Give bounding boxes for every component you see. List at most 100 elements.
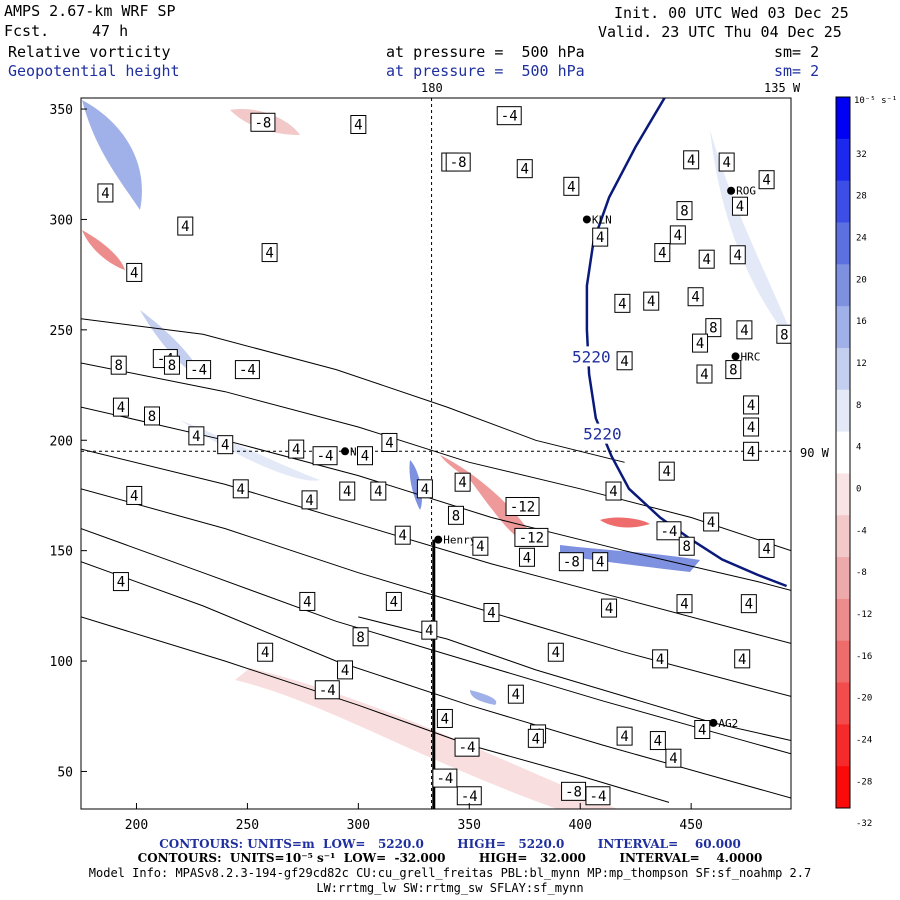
vorticity-label-box <box>729 245 746 265</box>
vorticity-label: 4 <box>130 265 138 281</box>
vorticity-label-box <box>649 731 666 751</box>
vorticity-label: 4 <box>237 482 245 498</box>
vorticity-contour-line <box>81 488 791 697</box>
colorbar-tick-label: -8 <box>856 568 867 578</box>
vorticity-label: 8 <box>709 321 717 337</box>
vorticity-label-box <box>656 521 682 541</box>
colorbar-tick-label: -28 <box>856 777 872 787</box>
vorticity-label: 4 <box>740 323 748 339</box>
vorticity-label: 4 <box>745 597 753 613</box>
field-vorticity: Relative vorticity <box>8 43 171 61</box>
vorticity-label-box <box>217 435 234 455</box>
lon-label-90w: 90 W <box>800 446 829 460</box>
vorticity-label: 4 <box>512 687 520 703</box>
vorticity-label-box <box>301 490 318 510</box>
vorticity-label-box <box>507 684 524 704</box>
vorticity-label: 4 <box>265 246 273 262</box>
y-tick-label: 350 <box>50 103 73 118</box>
y-tick-label: 300 <box>50 213 73 228</box>
colorbar-segment <box>836 557 850 600</box>
vorticity-label-box <box>592 552 609 572</box>
model-title: AMPS 2.67-km WRF SP <box>4 2 176 20</box>
vorticity-label-box <box>394 525 411 545</box>
colorbar-segment <box>836 431 850 474</box>
vorticity-label-box <box>385 591 402 611</box>
pressure-vorticity: at pressure = 500 hPa <box>386 43 585 61</box>
station-marker <box>727 186 736 195</box>
vorticity-label-box <box>558 552 584 572</box>
height-label-bg <box>580 423 625 444</box>
vorticity-label-box <box>705 318 722 338</box>
vorticity-label: 4 <box>292 442 300 458</box>
station-label: AG2 <box>718 717 738 730</box>
vorticity-label-box <box>261 243 278 263</box>
colorbar-segment <box>836 97 850 140</box>
vorticity-label-box <box>232 479 249 499</box>
y-tick-label: 250 <box>50 324 73 339</box>
x-tick-label: 450 <box>679 818 702 833</box>
vorticity-label-box <box>731 196 748 216</box>
station-label: Henry <box>443 534 476 547</box>
vorticity-label: 4 <box>532 731 540 747</box>
vorticity-label-box <box>669 225 686 245</box>
vorticity-label-box <box>698 249 715 269</box>
vorticity-label-box <box>381 432 398 452</box>
fcst-value: 47 h <box>92 22 129 40</box>
vorticity-label-box <box>736 320 753 340</box>
vorticity-label: 4 <box>385 435 393 451</box>
colorbar-segment <box>836 766 850 809</box>
vorticity-label: 4 <box>747 398 755 414</box>
vorticity-label: -4 <box>319 683 336 699</box>
vorticity-label-box <box>483 602 500 622</box>
vorticity-label: 4 <box>421 482 429 498</box>
colorbar-tick-label: -16 <box>856 652 872 662</box>
y-tick-label: 100 <box>50 655 73 670</box>
vorticity-label: 4 <box>680 597 688 613</box>
vorticity-contour-line <box>81 362 791 552</box>
vorticity-label: -12 <box>510 499 535 515</box>
vorticity-label: 4 <box>425 623 433 639</box>
vorticity-label-box <box>654 243 671 263</box>
vorticity-label-box <box>683 150 700 170</box>
vorticity-label-box <box>743 417 760 437</box>
vorticity-label-box <box>447 505 464 525</box>
vorticity-label-box <box>725 360 742 380</box>
vorticity-label-box <box>288 439 305 459</box>
vorticity-label-box <box>416 479 433 499</box>
vorticity-label: -4 <box>661 524 678 540</box>
vorticity-label: 4 <box>487 605 495 621</box>
vorticity-label: -4 <box>239 363 256 379</box>
vorticity-label: -8 <box>563 555 580 571</box>
vorticity-label: 4 <box>101 186 109 202</box>
vorticity-label: -8 <box>450 155 467 171</box>
vorticity-label: 4 <box>687 153 695 169</box>
vorticity-label: 8 <box>115 358 123 374</box>
vorticity-label: 4 <box>117 400 125 416</box>
colorbar-segment <box>836 682 850 725</box>
colorbar-segment <box>836 389 850 433</box>
vorticity-label: 4 <box>620 729 628 745</box>
colorbar-segment <box>836 264 850 307</box>
height-labels: 5220 5220 <box>569 346 625 444</box>
vorticity-label: 4 <box>354 117 362 133</box>
vorticity-label-box <box>314 680 340 700</box>
colorbar-tick-label: 32 <box>856 150 867 160</box>
colorbar-segment <box>836 640 850 684</box>
vorticity-label-box <box>177 216 194 236</box>
colorbar-tick-label: 16 <box>856 317 867 327</box>
height-label-bg <box>569 346 614 367</box>
colorbar-tick-label: 8 <box>856 401 861 411</box>
colorbar-tick-label: 28 <box>856 192 867 202</box>
vorticity-label: 4 <box>647 294 655 310</box>
vorticity-label-box <box>601 598 618 618</box>
vorticity-label: 4 <box>130 488 138 504</box>
vorticity-label: 4 <box>702 252 710 268</box>
vorticity-label-box <box>743 441 760 461</box>
vorticity-label: -12 <box>519 530 544 546</box>
vorticity-label: -4 <box>459 740 476 756</box>
vorticity-label: 8 <box>729 363 737 379</box>
vorticity-label: 4 <box>663 464 671 480</box>
colorbar-segment <box>836 724 850 767</box>
station-label: HRC <box>741 350 761 363</box>
vorticity-label: -4 <box>501 109 518 125</box>
